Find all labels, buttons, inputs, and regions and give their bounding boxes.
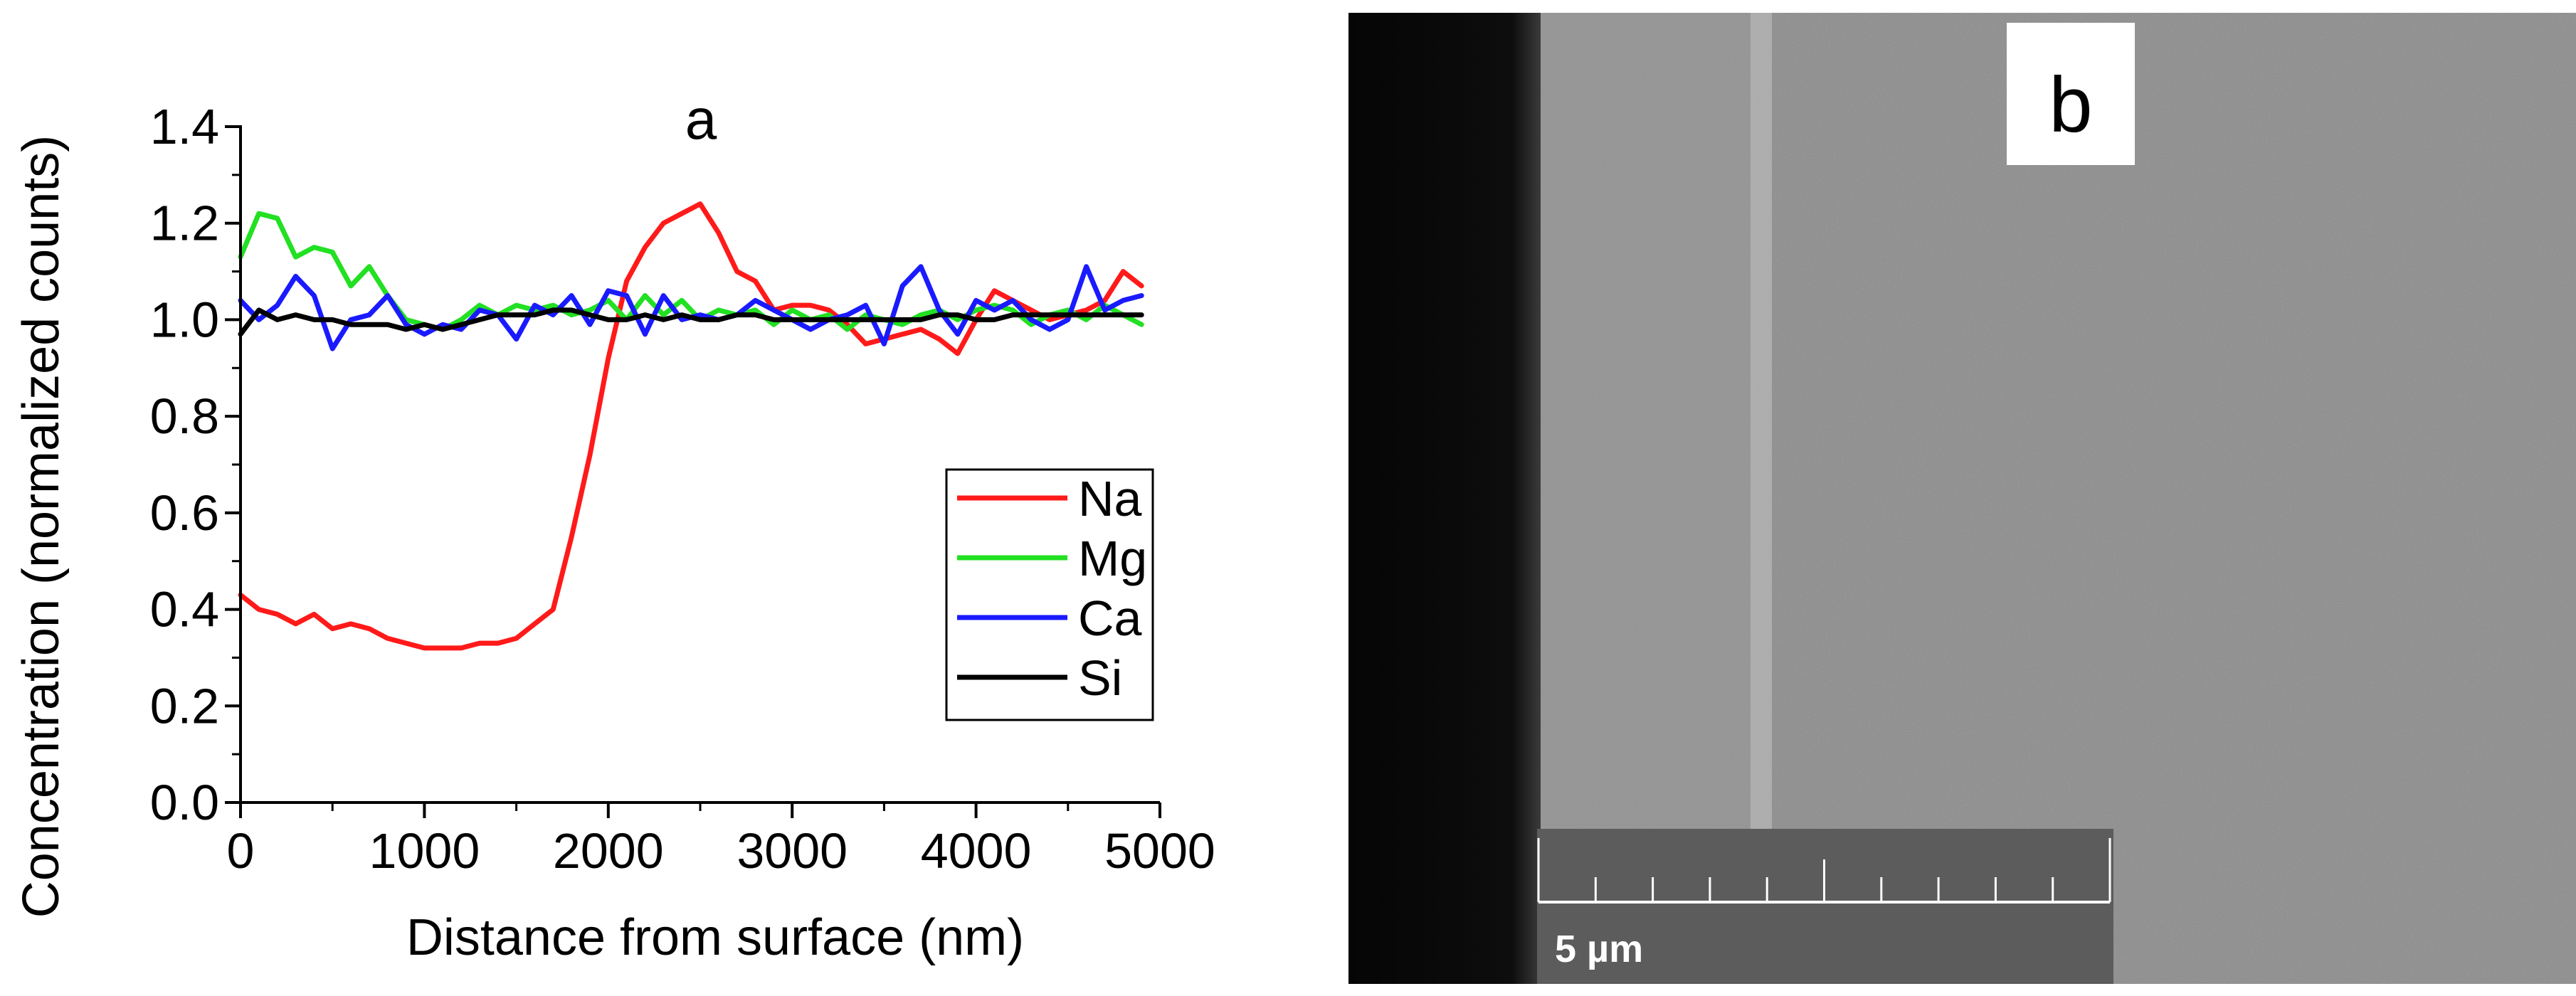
panel-b-sem-image: b 5 µm [1348,13,2576,984]
scale-ruler [1537,838,2111,904]
sem-altered-layer [1537,13,1758,984]
y-tick-label: 0.2 [150,678,219,733]
scale-bar-text: 5 µm [1555,928,1643,970]
legend-label-ca: Ca [1078,590,1142,646]
y-tick-label: 0.6 [150,485,219,541]
panel-b-label: b [2049,61,2092,149]
legend-label-si: Si [1078,650,1122,706]
panel-b-label-box [2007,23,2135,165]
plot-lines [238,201,1144,651]
x-tick-label: 2000 [553,823,664,879]
y-tick-label: 1.2 [150,196,219,251]
x-tick-label: 3000 [737,823,848,879]
y-tick-label: 1.4 [150,99,219,154]
x-tick-label: 4000 [921,823,1032,879]
scale-bar: 5 µm [1537,829,2113,984]
x-axis-title: Distance from surface (nm) [406,909,1024,966]
y-tick-label: 0.4 [150,582,219,637]
panel-a-label: a [685,88,717,151]
x-tick-label: 0 [227,823,255,879]
legend-label-mg: Mg [1078,531,1147,586]
x-tick-label: 5000 [1104,823,1215,879]
y-tick-label: 0.0 [150,775,219,830]
series-line-na [238,201,1144,651]
sem-boundary-line [1751,13,1772,984]
sem-dark-region [1348,13,1541,984]
axis-ticks: 0 1000 2000 3000 4000 5000 0.0 0.2 0.4 0.6 0.8 1.0 1… [150,99,1215,879]
legend-label-na: Na [1078,471,1142,526]
series-line-si [238,307,1144,337]
y-tick-label: 0.8 [150,388,219,444]
x-tick-label: 1000 [369,823,480,879]
scale-bar-box [1537,829,2113,984]
panel-a-chart: 0 1000 2000 3000 4000 5000 0.0 0.2 0.4 0.6 0.8 1.0 1… [13,88,1215,966]
y-axis-title: Concentration (normalized counts) [13,135,70,918]
series-line-mg [238,211,1144,332]
y-tick-label: 1.0 [150,292,219,347]
